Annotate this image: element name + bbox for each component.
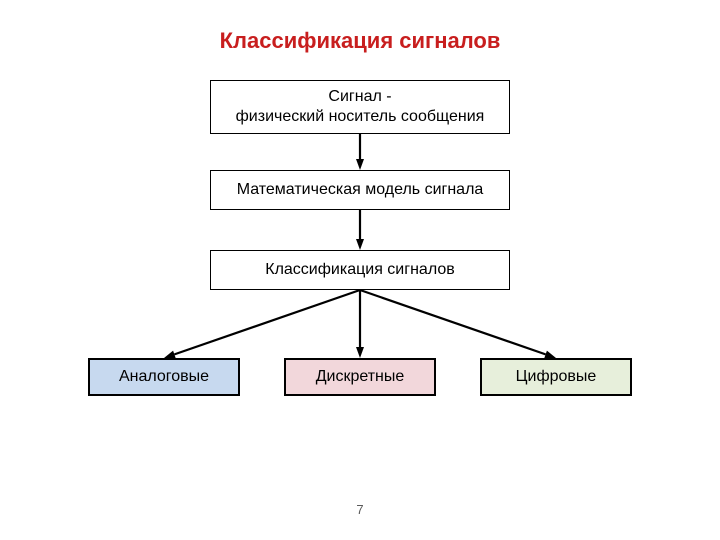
box-classification: Классификация сигналов — [210, 250, 510, 290]
page-number: 7 — [0, 502, 720, 517]
diagram-title: Классификация сигналов — [0, 28, 720, 54]
box-digital-signals: Цифровые — [480, 358, 632, 396]
box-math-model: Математическая модель сигнала — [210, 170, 510, 210]
box-signal-definition: Сигнал - физический носитель сообщения — [210, 80, 510, 134]
box-analog-signals: Аналоговые — [88, 358, 240, 396]
box-discrete-signals: Дискретные — [284, 358, 436, 396]
